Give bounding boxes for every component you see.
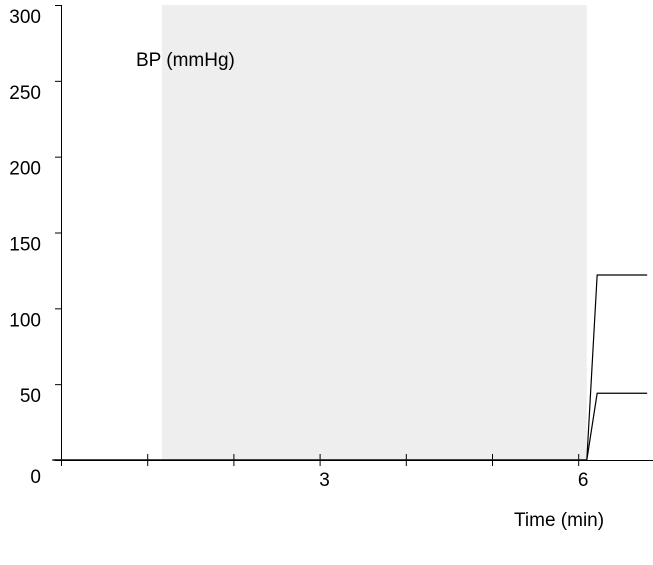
- y-tick-label-200: 200: [9, 159, 41, 180]
- y-tick-label-50: 50: [20, 386, 41, 407]
- shaded-region: [161, 5, 587, 460]
- x-axis-title: Time (min): [514, 510, 604, 531]
- y-tick-label-300: 300: [9, 7, 41, 28]
- y-axis-title: BP (mmHg): [136, 50, 235, 71]
- y-tick-label-150: 150: [9, 235, 41, 256]
- y-tick-label-250: 250: [9, 83, 41, 104]
- x-tick-label-3: 3: [319, 470, 330, 491]
- x-tick-label-6: 6: [578, 470, 589, 491]
- y-tick-label-100: 100: [9, 310, 41, 331]
- y-ticks: 0 50 100 150 200 250 300: [9, 5, 62, 488]
- y-tick-label-0: 0: [30, 467, 41, 488]
